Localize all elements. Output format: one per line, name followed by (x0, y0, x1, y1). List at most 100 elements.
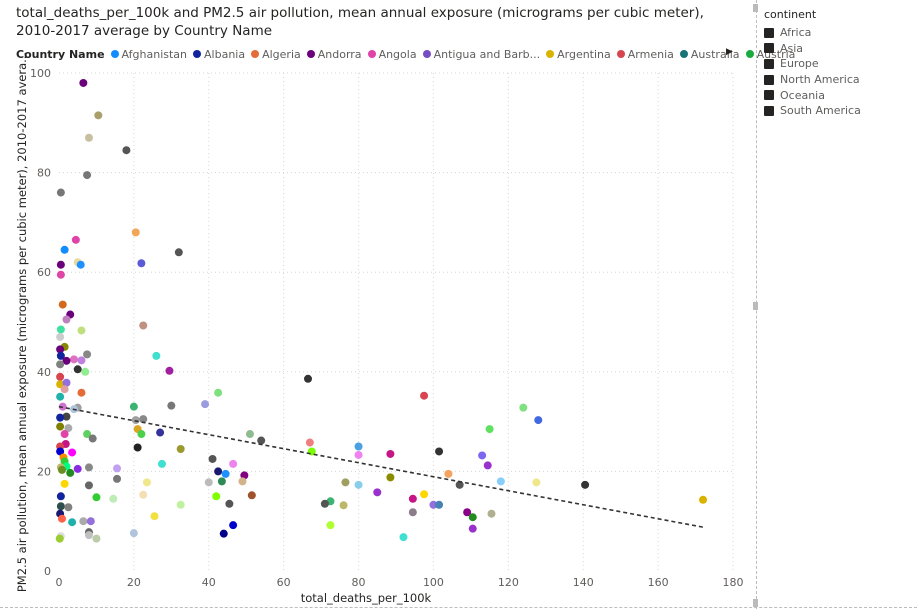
data-point (56, 260, 65, 269)
legend-item[interactable]: Australia (679, 47, 740, 61)
resize-handle-top[interactable] (753, 4, 758, 12)
data-point (62, 378, 71, 387)
data-point (225, 499, 234, 508)
slicer-item[interactable]: Europe (764, 56, 861, 72)
data-point (92, 493, 101, 502)
resize-handle-middle[interactable] (753, 302, 758, 310)
y-tick-label: 0 (44, 565, 51, 578)
data-point (68, 518, 77, 527)
checkbox-icon[interactable] (764, 27, 774, 38)
data-point (109, 494, 118, 503)
data-point (468, 513, 477, 522)
data-point (139, 415, 148, 424)
y-axis-title: PM2.5 air pollution, mean annual exposur… (15, 52, 29, 592)
checkbox-icon[interactable] (764, 74, 774, 85)
data-point (429, 500, 438, 509)
data-point (238, 477, 247, 486)
data-point (305, 438, 314, 447)
slicer-item[interactable]: South America (764, 103, 861, 119)
data-point (56, 325, 65, 334)
data-point (463, 508, 472, 517)
slicer-title: continent (764, 8, 817, 21)
slicer-item[interactable]: Oceania (764, 87, 861, 103)
data-point (60, 385, 69, 394)
legend-item[interactable]: Afghanistan (110, 48, 187, 61)
data-point (204, 478, 213, 487)
trend-line (58, 405, 704, 528)
slicer-item-label: North America (780, 73, 860, 87)
data-point (420, 391, 429, 400)
legend-item[interactable]: Algeria (251, 48, 301, 61)
data-point (66, 468, 75, 477)
slicer-item-label: South America (780, 104, 861, 118)
slicer-item[interactable]: Africa (764, 25, 861, 41)
data-point (247, 491, 256, 500)
data-point (56, 392, 65, 401)
data-point (62, 315, 71, 324)
data-point (176, 500, 185, 509)
chart-title: total_deaths_per_100k and PM2.5 air poll… (16, 5, 704, 39)
data-point (113, 474, 122, 483)
data-point (56, 360, 65, 369)
data-point (56, 492, 65, 501)
y-tick-label: 40 (37, 366, 51, 379)
slicer-item-label: Europe (780, 57, 819, 71)
data-point (229, 459, 238, 468)
data-point (86, 517, 95, 526)
legend-item[interactable]: Argentina (546, 48, 611, 61)
legend-item-label: Australia (690, 47, 740, 61)
data-point (157, 459, 166, 468)
data-point (64, 503, 73, 512)
canvas-bottom-border (0, 607, 917, 608)
checkbox-icon[interactable] (764, 90, 774, 101)
legend-item[interactable]: Armenia (616, 48, 674, 61)
data-point (81, 367, 90, 376)
data-point (219, 529, 228, 538)
checkbox-icon[interactable] (764, 43, 774, 54)
checkbox-icon[interactable] (764, 58, 774, 69)
data-point (56, 413, 65, 422)
x-tick-label: 100 (423, 576, 444, 589)
data-point (386, 449, 395, 458)
legend-item[interactable]: Antigua and Barb... (422, 48, 540, 61)
slicer-item[interactable]: North America (764, 72, 861, 88)
data-point (94, 111, 103, 120)
checkbox-icon[interactable] (764, 105, 774, 116)
data-point (83, 171, 92, 180)
data-point (56, 270, 65, 279)
scatter-visual: total_deaths_per_100k and PM2.5 air poll… (15, 5, 796, 605)
data-point (176, 444, 185, 453)
resize-handle-bottom[interactable] (753, 599, 758, 607)
data-point (386, 473, 395, 482)
data-point (496, 477, 505, 486)
data-point (88, 434, 97, 443)
data-point (68, 448, 77, 457)
slicer-item-label: Oceania (780, 88, 825, 102)
data-point (62, 412, 71, 421)
legend-item[interactable]: Albania (193, 48, 245, 61)
data-point (214, 388, 223, 397)
legend-dot (422, 50, 431, 58)
legend-item[interactable]: Andorra (306, 48, 362, 61)
slicer-item[interactable]: Asia (764, 41, 861, 57)
data-point (341, 478, 350, 487)
legend-item[interactable]: Angola (367, 47, 417, 61)
data-point (84, 133, 93, 142)
legend-label: Country Name (16, 47, 105, 61)
legend: Country Name Afghanistan Albania Algeria An… (16, 46, 801, 62)
data-point (214, 467, 223, 476)
data-point (79, 517, 88, 526)
legend-item-label: Angola (378, 47, 417, 61)
data-point (165, 366, 174, 375)
data-point (129, 529, 138, 538)
data-point (129, 402, 138, 411)
data-point (221, 469, 230, 478)
data-point (55, 534, 64, 543)
data-point (131, 228, 140, 237)
data-point (133, 443, 142, 452)
data-point (84, 531, 93, 540)
legend-next-button[interactable]: ▶ (726, 47, 733, 57)
legend-item-label: Albania (204, 47, 246, 61)
data-point (84, 463, 93, 472)
data-point (354, 480, 363, 489)
